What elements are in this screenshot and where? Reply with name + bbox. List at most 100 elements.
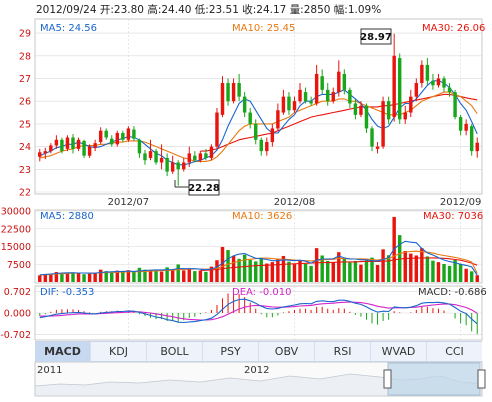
candle-body xyxy=(420,64,424,84)
candle-body xyxy=(104,130,108,138)
candle-body xyxy=(337,71,341,93)
volume-bar xyxy=(348,262,352,282)
price-ma10-label: MA10: 25.45 xyxy=(232,23,295,34)
candle-body xyxy=(359,105,363,115)
candle-body xyxy=(115,132,120,145)
candle-body xyxy=(270,128,275,143)
candle-body xyxy=(298,89,302,102)
volume-bar xyxy=(165,267,169,282)
volume-ma5-label: MA5: 2880 xyxy=(40,211,94,222)
tab-rsi[interactable]: RSI xyxy=(315,342,371,361)
volume-bar xyxy=(331,262,335,282)
tab-wvad[interactable]: WVAD xyxy=(371,342,427,361)
candle-body xyxy=(204,153,208,158)
volume-ytick-label: 30000 xyxy=(1,207,31,218)
tab-macd[interactable]: MACD xyxy=(35,342,91,361)
candle-body xyxy=(154,151,158,163)
candle-body xyxy=(469,126,474,152)
volume-bar xyxy=(303,263,308,282)
volume-bar xyxy=(226,250,230,282)
candle-body xyxy=(193,155,197,161)
candle-body xyxy=(143,153,147,161)
macd-ytick-label: 0.000 xyxy=(4,309,31,320)
volume-bar xyxy=(49,273,53,282)
candle-body xyxy=(71,137,75,149)
candle-body xyxy=(165,157,169,172)
candle-body xyxy=(292,101,297,111)
volume-bar xyxy=(98,269,103,282)
tab-obv[interactable]: OBV xyxy=(259,342,315,361)
price-ma5-label: MA5: 24.56 xyxy=(40,23,97,34)
candle-body xyxy=(82,140,86,156)
candle-body xyxy=(237,83,241,97)
price-ytick-label: 27 xyxy=(19,74,31,85)
volume-ma10-label: MA10: 3626 xyxy=(232,211,292,222)
volume-bar xyxy=(248,259,252,282)
tab-cci[interactable]: CCI xyxy=(445,345,464,358)
volume-bar xyxy=(65,272,70,282)
candle-body xyxy=(364,105,369,129)
candle-body xyxy=(170,162,175,172)
candle-body xyxy=(110,138,114,145)
candle-body xyxy=(381,101,385,147)
volume-bar xyxy=(148,270,153,282)
volume-bar xyxy=(54,272,59,282)
tab-boll[interactable]: BOLL xyxy=(147,342,203,361)
candle-body xyxy=(38,152,42,157)
candle-body xyxy=(331,92,335,102)
price-ytick-label: 26 xyxy=(19,97,31,108)
volume-bar xyxy=(60,273,64,282)
volume-bar xyxy=(220,246,225,282)
candle-body xyxy=(220,83,225,115)
candle-body xyxy=(342,73,347,90)
candle-body xyxy=(248,112,252,124)
candle-body xyxy=(43,151,48,154)
candle-body xyxy=(187,153,191,163)
candle-body xyxy=(314,73,319,104)
max-price-label: 28.97 xyxy=(360,32,392,43)
volume-bar xyxy=(43,274,48,282)
candle-body xyxy=(49,145,53,152)
candle-body xyxy=(87,146,92,156)
quote-high: 高:24.40 xyxy=(147,4,192,16)
candle-body xyxy=(242,96,247,113)
navigator-selection[interactable] xyxy=(387,362,481,396)
tab-kdj[interactable]: KDJ xyxy=(91,342,147,361)
price-xtick-label: 2012/07 xyxy=(108,197,150,208)
quote-open: 开:23.80 xyxy=(99,4,144,16)
volume-bar xyxy=(370,257,374,282)
candle-body xyxy=(121,132,125,140)
candle-body xyxy=(353,103,358,115)
candle-body xyxy=(431,80,435,86)
price-xtick-label: 2012/09 xyxy=(440,197,482,208)
price-ma30-label: MA30: 26.06 xyxy=(422,23,485,34)
macd-dif-line xyxy=(39,298,478,325)
volume-bar xyxy=(71,272,75,282)
volume-bar xyxy=(442,264,446,282)
price-xtick-label: 2012/08 xyxy=(274,197,316,208)
volume-bar xyxy=(403,250,407,282)
candle-body xyxy=(231,83,236,102)
candle-body xyxy=(182,162,186,170)
volume-bar xyxy=(320,255,324,282)
candle-body xyxy=(93,143,97,148)
candle-body xyxy=(276,110,280,129)
volume-bar xyxy=(353,260,358,282)
volume-bar xyxy=(436,262,441,282)
volume-bar xyxy=(237,258,241,282)
candle-body xyxy=(209,146,214,158)
candle-body xyxy=(137,139,142,154)
tab-psy[interactable]: PSY xyxy=(203,342,259,361)
volume-bar xyxy=(469,271,474,282)
volume-bar xyxy=(265,263,269,282)
volume-bar xyxy=(409,253,413,282)
price-ytick-label: 24 xyxy=(19,142,31,153)
candle-body xyxy=(436,78,441,86)
volume-bar xyxy=(170,269,175,282)
navigator-right-handle[interactable] xyxy=(477,369,486,389)
volume-bar xyxy=(375,264,380,282)
volume-ytick-label: 22500 xyxy=(1,224,31,235)
navigator-left-handle[interactable] xyxy=(383,369,392,389)
volume-bar xyxy=(110,272,114,282)
